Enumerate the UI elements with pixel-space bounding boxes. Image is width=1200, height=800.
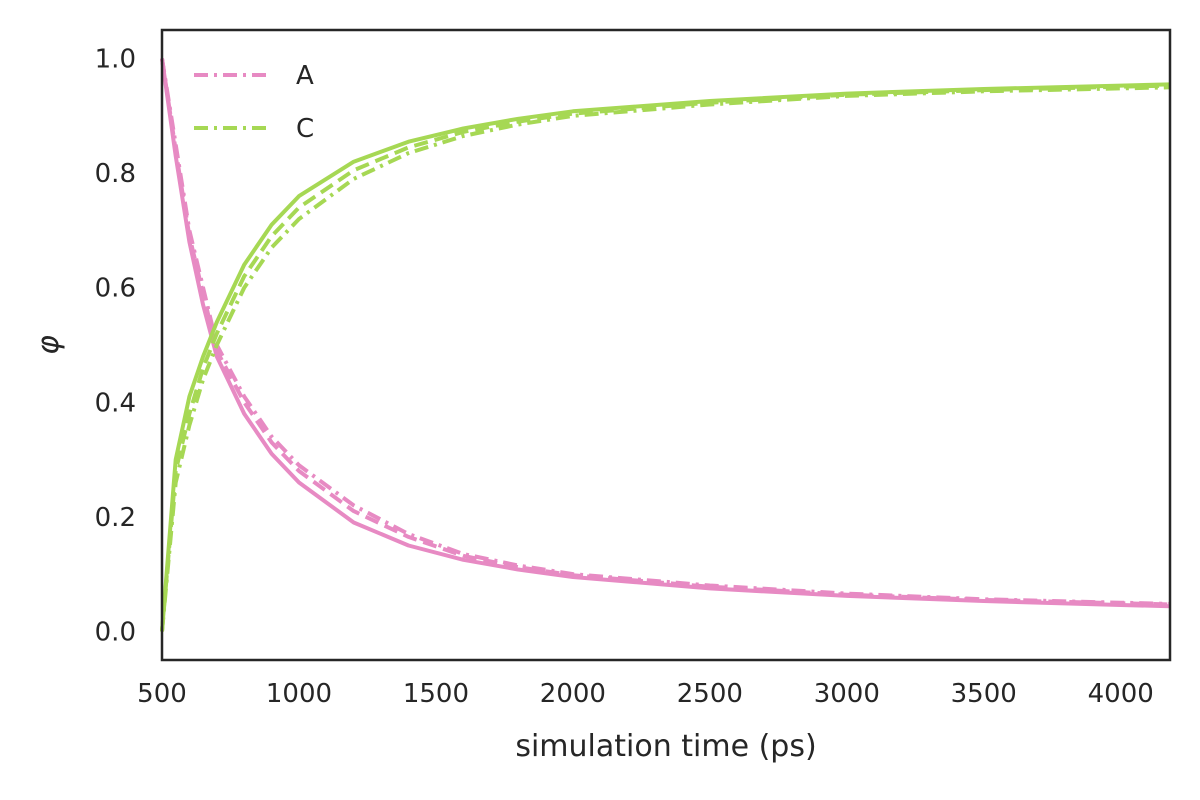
y-axis-label: φ	[31, 335, 66, 355]
legend: AC	[194, 61, 314, 144]
series-line-extra-5	[160, 83, 1171, 632]
y-tick-label: 0.4	[95, 388, 136, 418]
x-tick-label: 3000	[814, 679, 880, 709]
x-tick-label: 1500	[403, 679, 469, 709]
series-line-c	[160, 85, 1171, 632]
y-tick-label: 0.8	[95, 159, 136, 189]
y-tick-label: 0.2	[95, 503, 136, 533]
y-tick-label: 0.0	[95, 617, 136, 647]
x-tick-label: 3500	[951, 679, 1017, 709]
series-line-extra-4	[160, 82, 1171, 632]
legend-label-c: C	[296, 114, 314, 144]
x-tick-label: 4000	[1088, 679, 1154, 709]
plot-lines	[160, 58, 1171, 632]
x-tick-label: 2000	[540, 679, 606, 709]
y-tick-label: 1.0	[95, 45, 136, 75]
legend-label-a: A	[296, 61, 314, 91]
x-tick-label: 500	[137, 679, 187, 709]
y-ticks: 0.0 0.2 0.4 0.6 0.8 1.0	[95, 45, 136, 648]
plot-frame	[160, 28, 1172, 662]
y-tick-label: 0.6	[95, 274, 136, 304]
x-tick-label: 1000	[266, 679, 332, 709]
series-line-extra-2	[160, 58, 1171, 607]
x-ticks: 500 1000 1500 2000 2500 3000 3500 4000	[137, 679, 1154, 709]
x-tick-label: 2500	[677, 679, 743, 709]
x-axis-label: simulation time (ps)	[515, 729, 816, 764]
